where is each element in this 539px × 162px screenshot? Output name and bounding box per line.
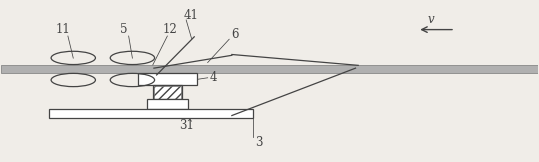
Bar <box>153 85 182 99</box>
Text: 11: 11 <box>55 23 70 36</box>
Text: 41: 41 <box>184 9 199 22</box>
Text: 5: 5 <box>120 23 127 36</box>
Text: 6: 6 <box>231 28 238 41</box>
Bar <box>49 109 253 118</box>
Text: 4: 4 <box>209 71 217 84</box>
Bar <box>138 73 197 85</box>
Bar <box>1 64 538 73</box>
Bar <box>147 99 188 109</box>
Text: 3: 3 <box>255 136 262 149</box>
Text: v: v <box>427 13 434 26</box>
Text: 31: 31 <box>179 119 194 133</box>
Bar <box>154 86 181 99</box>
Text: 12: 12 <box>163 23 177 36</box>
